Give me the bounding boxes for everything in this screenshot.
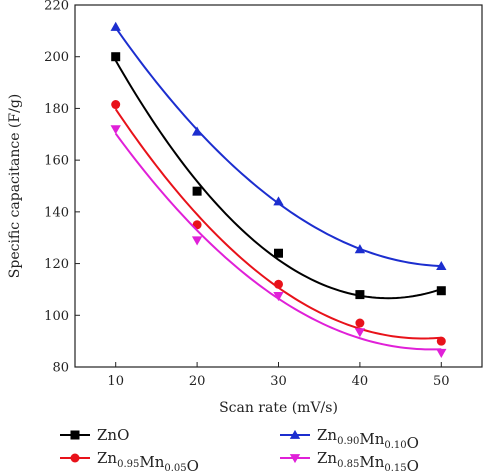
data-point: [110, 125, 121, 135]
legend-label: Zn0.95Mn0.05O: [97, 449, 199, 472]
legend-item: ZnO: [60, 426, 129, 444]
data-point: [274, 248, 283, 258]
data-point: [192, 186, 202, 196]
legend-item: Zn0.95Mn0.05O: [60, 449, 199, 472]
data-point: [436, 348, 447, 358]
y-tick-label: 200: [44, 50, 69, 65]
legend-label: ZnO: [97, 426, 129, 444]
data-point: [111, 52, 121, 62]
y-tick-label: 180: [44, 102, 69, 117]
legend: ZnO Zn0.95Mn0.05O Zn0.90Mn0.10OZn0.85Mn0.1…: [60, 426, 419, 472]
series-2: [110, 21, 447, 271]
plot-border: [74, 4, 483, 368]
x-tick-label: 30: [270, 374, 287, 389]
x-axis-title: Scan rate (mV/s): [219, 400, 338, 416]
series-0: [111, 52, 446, 300]
x-tick-label: 50: [433, 374, 450, 389]
data-point: [110, 21, 121, 31]
y-tick-label: 80: [52, 361, 69, 376]
x-tick-label: 10: [107, 374, 124, 389]
data-point: [354, 244, 366, 254]
y-tick-label: 220: [44, 0, 69, 14]
data-point: [355, 290, 365, 300]
legend-marker: [70, 453, 80, 463]
legend-item: Zn0.90Mn0.10O: [280, 426, 419, 452]
y-tick-label: 120: [44, 257, 69, 272]
series-layer: [110, 21, 447, 358]
y-axis-title: Specific capacitance (F/g): [7, 94, 23, 278]
series-1: [111, 100, 446, 346]
data-point: [273, 292, 284, 302]
series-3: [110, 125, 447, 358]
plot-frame: [74, 4, 483, 368]
x-tick-label: 20: [189, 374, 206, 389]
data-point: [191, 126, 203, 136]
series-fit-line: [114, 27, 442, 268]
data-point: [191, 236, 203, 246]
legend-marker: [289, 454, 301, 464]
data-point: [436, 260, 447, 271]
x-tick-label: 40: [352, 374, 369, 389]
legend-label: Zn0.85Mn0.15O: [317, 449, 419, 472]
y-tick-label: 140: [44, 205, 69, 220]
data-point: [436, 336, 446, 346]
series-fit-line: [114, 60, 442, 300]
legend-marker: [289, 429, 301, 439]
data-point: [436, 286, 446, 296]
axes: 10 20 30 40 50 80 100 120 140 160 180 200 220: [44, 0, 449, 389]
legend-item: Zn0.85Mn0.15O: [280, 449, 419, 472]
legend-label: Zn0.90Mn0.10O: [317, 426, 419, 452]
data-point: [354, 328, 366, 338]
y-tick-label: 100: [44, 309, 69, 324]
data-point: [273, 196, 284, 206]
legend-marker: [70, 430, 80, 440]
data-point: [355, 318, 365, 328]
data-point: [111, 100, 121, 110]
y-tick-label: 160: [44, 154, 69, 169]
series-fit-line: [114, 132, 442, 351]
data-point: [274, 279, 283, 289]
series-fit-line: [114, 108, 442, 340]
